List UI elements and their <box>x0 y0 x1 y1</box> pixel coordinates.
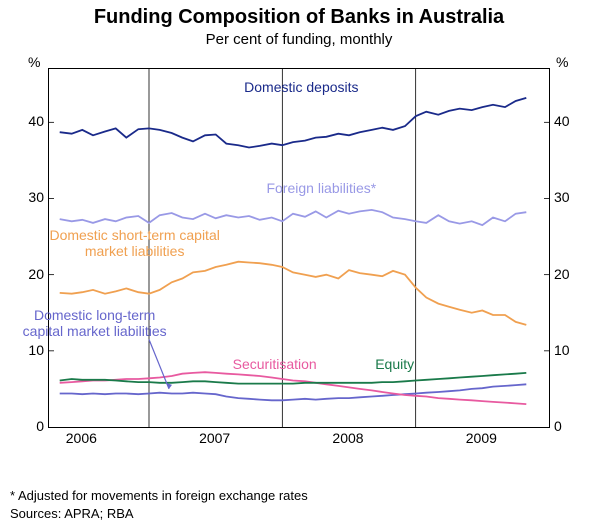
chart-area: %%0010102020303040402006200720082009Dome… <box>0 58 598 458</box>
y-unit-left: % <box>28 54 40 70</box>
xtick-2009: 2009 <box>466 430 497 446</box>
ytick-left-0: 0 <box>4 418 44 434</box>
xtick-2006: 2006 <box>66 430 97 446</box>
plot-box <box>48 68 550 428</box>
series-domestic-long-term-capital-market-liabilities <box>60 384 527 400</box>
xtick-2007: 2007 <box>199 430 230 446</box>
series-domestic-deposits <box>60 98 527 148</box>
plot-svg <box>49 69 549 427</box>
ytick-right-40: 40 <box>554 113 594 129</box>
ytick-right-20: 20 <box>554 266 594 282</box>
ytick-right-30: 30 <box>554 189 594 205</box>
sources: Sources: APRA; RBA <box>10 506 134 521</box>
series-domestic-short-term-capital-market-liabilities <box>60 262 527 325</box>
ytick-left-30: 30 <box>4 189 44 205</box>
y-unit-right: % <box>556 54 568 70</box>
xtick-2008: 2008 <box>332 430 363 446</box>
ytick-right-0: 0 <box>554 418 594 434</box>
chart-title: Funding Composition of Banks in Australi… <box>0 0 598 29</box>
ytick-left-20: 20 <box>4 266 44 282</box>
series-foreign-liabilities- <box>60 210 527 225</box>
ytick-left-10: 10 <box>4 342 44 358</box>
ytick-right-10: 10 <box>554 342 594 358</box>
ytick-left-40: 40 <box>4 113 44 129</box>
footnote: * Adjusted for movements in foreign exch… <box>10 488 308 503</box>
chart-subtitle: Per cent of funding, monthly <box>0 31 598 48</box>
